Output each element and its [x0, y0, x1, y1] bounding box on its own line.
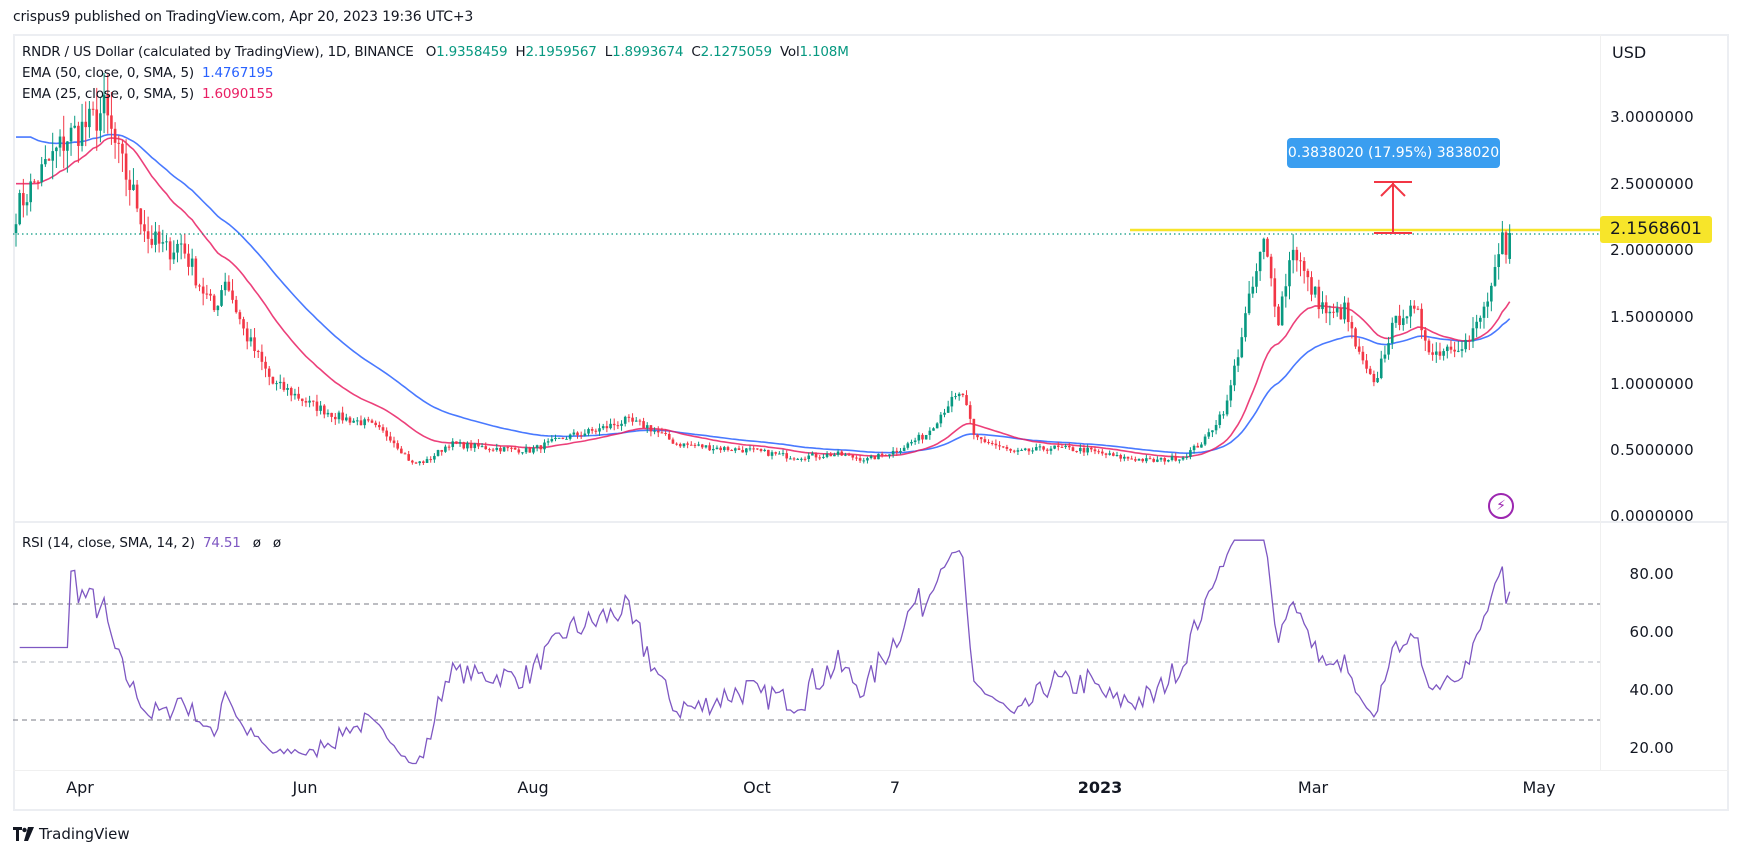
time-tick: Jun — [292, 778, 318, 797]
ema50-label: EMA (50, close, 0, SMA, 5) — [22, 65, 194, 81]
vol-label: Vol — [779, 44, 800, 60]
price-tick: 0.5000000 — [1610, 441, 1694, 459]
price-tick: 2.0000000 — [1610, 241, 1694, 259]
currency-label: USD — [1612, 43, 1647, 62]
rsi-extra-2: ø — [272, 535, 281, 551]
close-label: C — [691, 44, 701, 60]
price-tick: 2.5000000 — [1610, 175, 1694, 193]
rsi-tick: 60.00 — [1629, 623, 1674, 641]
ema25-value: 1.6090155 — [202, 86, 274, 102]
vol-value: 1.108M — [799, 44, 849, 60]
rsi-tick: 20.00 — [1629, 739, 1674, 757]
low-value: 1.8993674 — [612, 44, 684, 60]
open-label: O — [425, 44, 437, 60]
close-value: 2.1275059 — [700, 44, 772, 60]
rsi-extra-1: ø — [252, 535, 261, 551]
time-tick: Oct — [743, 778, 771, 797]
low-label: L — [604, 44, 613, 60]
time-tick: 7 — [889, 778, 901, 797]
rsi-legend[interactable]: RSI (14, close, SMA, 14, 2) 74.51 ø ø — [22, 535, 281, 551]
time-tick: May — [1522, 778, 1556, 797]
publish-info: crispus9 published on TradingView.com, A… — [13, 9, 474, 25]
time-tick: Aug — [517, 778, 549, 797]
time-tick: Mar — [1297, 778, 1329, 797]
open-value: 1.9358459 — [436, 44, 508, 60]
tradingview-logo[interactable]: TradingView — [13, 825, 130, 843]
rsi-tick: 40.00 — [1629, 681, 1674, 699]
ema25-legend[interactable]: EMA (25, close, 0, SMA, 5) 1.6090155 — [22, 86, 273, 102]
price-tick: 0.0000000 — [1610, 507, 1694, 525]
ema50-value: 1.4767195 — [202, 65, 274, 81]
current-price-badge: 2.1568601 — [1600, 216, 1712, 243]
symbol-legend: RNDR / US Dollar (calculated by TradingV… — [22, 44, 849, 60]
price-tick: 1.5000000 — [1610, 308, 1694, 326]
ema25-label: EMA (25, close, 0, SMA, 5) — [22, 86, 194, 102]
high-label: H — [515, 44, 526, 60]
price-tick: 1.0000000 — [1610, 375, 1694, 393]
time-tick: Apr — [66, 778, 94, 797]
high-value: 2.1959567 — [525, 44, 597, 60]
rsi-value: 74.51 — [202, 535, 241, 551]
symbol-title: RNDR / US Dollar (calculated by TradingV… — [22, 44, 414, 60]
measure-tooltip: 0.3838020 (17.95%) 3838020 — [1287, 138, 1500, 168]
tv-logo-icon — [13, 827, 34, 841]
price-tick: 3.0000000 — [1610, 108, 1694, 126]
ema50-legend[interactable]: EMA (50, close, 0, SMA, 5) 1.4767195 — [22, 65, 273, 81]
rsi-label: RSI (14, close, SMA, 14, 2) — [22, 535, 195, 551]
rsi-tick: 80.00 — [1629, 565, 1674, 583]
time-tick: 2023 — [1077, 778, 1123, 797]
tradingview-brand: TradingView — [39, 825, 130, 843]
lightning-icon[interactable]: ⚡ — [1488, 493, 1514, 519]
